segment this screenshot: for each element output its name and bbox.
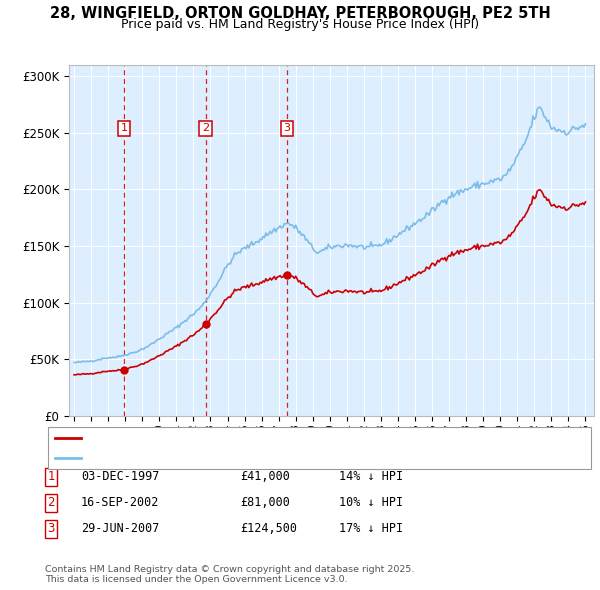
Text: HPI: Average price, semi-detached house, City of Peterborough: HPI: Average price, semi-detached house,… bbox=[86, 453, 415, 463]
Text: 03-DEC-1997: 03-DEC-1997 bbox=[81, 470, 160, 483]
Text: 3: 3 bbox=[284, 123, 290, 133]
Text: 28, WINGFIELD, ORTON GOLDHAY, PETERBOROUGH, PE2 5TH (semi-detached house): 28, WINGFIELD, ORTON GOLDHAY, PETERBOROU… bbox=[86, 433, 528, 443]
Text: 2: 2 bbox=[202, 123, 209, 133]
Text: 17% ↓ HPI: 17% ↓ HPI bbox=[339, 522, 403, 535]
Text: 1: 1 bbox=[47, 470, 55, 483]
Text: Contains HM Land Registry data © Crown copyright and database right 2025.
This d: Contains HM Land Registry data © Crown c… bbox=[45, 565, 415, 584]
Text: 3: 3 bbox=[47, 522, 55, 535]
Text: 10% ↓ HPI: 10% ↓ HPI bbox=[339, 496, 403, 509]
Text: £41,000: £41,000 bbox=[240, 470, 290, 483]
Text: 2: 2 bbox=[47, 496, 55, 509]
Text: 14% ↓ HPI: 14% ↓ HPI bbox=[339, 470, 403, 483]
Text: £81,000: £81,000 bbox=[240, 496, 290, 509]
Text: 1: 1 bbox=[121, 123, 127, 133]
Text: 29-JUN-2007: 29-JUN-2007 bbox=[81, 522, 160, 535]
Text: Price paid vs. HM Land Registry's House Price Index (HPI): Price paid vs. HM Land Registry's House … bbox=[121, 18, 479, 31]
Text: £124,500: £124,500 bbox=[240, 522, 297, 535]
Text: 16-SEP-2002: 16-SEP-2002 bbox=[81, 496, 160, 509]
Text: 28, WINGFIELD, ORTON GOLDHAY, PETERBOROUGH, PE2 5TH: 28, WINGFIELD, ORTON GOLDHAY, PETERBOROU… bbox=[50, 6, 550, 21]
